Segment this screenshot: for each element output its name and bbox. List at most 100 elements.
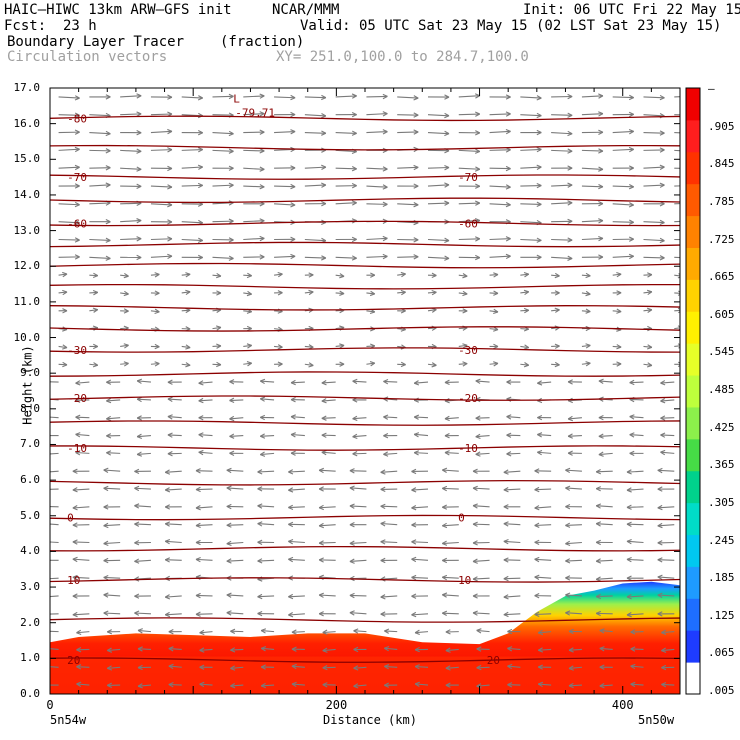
- circulation-vector: [260, 682, 275, 689]
- circulation-vector: [274, 271, 283, 278]
- y-tick-label: 15.0: [13, 152, 41, 166]
- circulation-vector: [58, 308, 68, 314]
- circulation-vector: [168, 646, 182, 652]
- forecast-hour: 23 h: [63, 18, 97, 34]
- temperature-contour: [50, 197, 680, 204]
- circulation-vector: [581, 308, 591, 314]
- circulation-vector: [304, 272, 314, 278]
- y-tick-label: 17.0: [13, 81, 41, 94]
- circulation-vector: [397, 183, 419, 189]
- circulation-vector: [50, 434, 59, 437]
- circulation-vector: [660, 398, 675, 404]
- circulation-vector: [353, 683, 367, 689]
- field-units: (fraction): [220, 34, 305, 50]
- circulation-vector: [643, 237, 665, 244]
- circulation-vector: [50, 628, 59, 634]
- circulation-vector: [288, 487, 305, 493]
- circulation-vector: [674, 343, 680, 349]
- circulation-vector: [411, 574, 429, 581]
- circulation-vector: [75, 432, 90, 438]
- circulation-vector: [458, 166, 481, 172]
- circulation-vector: [475, 451, 490, 457]
- circulation-vector: [274, 361, 283, 367]
- temperature-contour: [50, 283, 680, 290]
- circulation-vector: [349, 558, 367, 564]
- circulation-vector: [581, 200, 604, 207]
- colorbar-swatch: [686, 247, 700, 280]
- circulation-vector: [366, 166, 388, 172]
- circulation-vector: [58, 146, 80, 153]
- circulation-vector: [599, 683, 613, 689]
- temperature-contour: [50, 577, 680, 583]
- circulation-vector: [229, 433, 244, 439]
- circulation-vector: [489, 201, 511, 208]
- circulation-vector: [427, 272, 437, 278]
- circulation-vector: [384, 645, 398, 652]
- circulation-vector: [643, 344, 653, 350]
- circulation-vector: [72, 505, 90, 511]
- circulation-vector: [288, 556, 305, 563]
- circulation-vector: [568, 682, 582, 689]
- circulation-vector: [414, 629, 429, 635]
- circulation-vector: [427, 182, 450, 188]
- circulation-vector: [520, 146, 542, 153]
- circulation-vector: [198, 397, 213, 404]
- circulation-vector: [427, 200, 450, 206]
- circulation-vector: [506, 379, 521, 385]
- circulation-vector: [629, 432, 644, 438]
- circulation-vector: [581, 254, 604, 260]
- circulation-vector: [565, 575, 582, 581]
- contour-label: -60: [67, 217, 87, 230]
- circulation-vector: [230, 628, 244, 635]
- circulation-vector: [288, 593, 305, 600]
- circulation-vector: [304, 113, 327, 119]
- circulation-vector: [612, 165, 634, 171]
- circulation-vector: [537, 629, 552, 636]
- circulation-vector: [643, 289, 653, 296]
- init-time: Init: 06 UTC Fri 22 May 15: [523, 2, 740, 18]
- x-tick-label: 0: [46, 698, 54, 712]
- circulation-vector: [397, 112, 419, 118]
- circulation-vector: [167, 432, 182, 438]
- circulation-vector: [660, 415, 675, 421]
- y-tick-label: 11.0: [13, 294, 41, 308]
- circulation-vector: [551, 255, 573, 261]
- circulation-vector: [72, 556, 90, 563]
- circulation-vector: [290, 432, 305, 438]
- y-tick-label: 6.0: [20, 473, 40, 487]
- circulation-vector: [413, 450, 429, 456]
- circulation-vector: [442, 610, 459, 616]
- circulation-vector: [503, 538, 521, 545]
- circulation-vector: [243, 166, 265, 172]
- circulation-vector: [643, 272, 653, 278]
- circulation-vector: [352, 451, 367, 457]
- circulation-vector: [120, 166, 142, 172]
- circulation-vector: [565, 504, 582, 510]
- circulation-vector: [212, 237, 234, 243]
- circulation-vector: [226, 485, 244, 491]
- circulation-vector: [321, 432, 336, 438]
- y-tick-label: 3.0: [20, 580, 40, 594]
- circulation-vector: [411, 593, 429, 599]
- circulation-vector: [181, 237, 203, 243]
- circulation-vector: [164, 504, 182, 510]
- circulation-vector: [226, 610, 244, 616]
- y-tick-label: 10.0: [13, 330, 41, 344]
- circulation-vector: [397, 201, 419, 208]
- circulation-vector: [106, 433, 121, 439]
- circulation-vector: [304, 94, 327, 101]
- circulation-vector: [50, 452, 59, 455]
- circulation-vector: [290, 397, 305, 403]
- circulation-vector: [167, 396, 182, 402]
- circulation-vector: [506, 451, 521, 457]
- minimum-marker: L: [233, 92, 240, 105]
- circulation-vector: [458, 200, 481, 206]
- circulation-vector: [335, 361, 345, 367]
- circulation-vector: [458, 308, 468, 314]
- circulation-vector: [534, 593, 552, 599]
- circulation-vector: [442, 557, 459, 564]
- temperature-contour: [50, 241, 680, 248]
- circulation-vector: [353, 628, 367, 634]
- circulation-vector: [444, 450, 459, 456]
- circulation-vector: [290, 450, 305, 456]
